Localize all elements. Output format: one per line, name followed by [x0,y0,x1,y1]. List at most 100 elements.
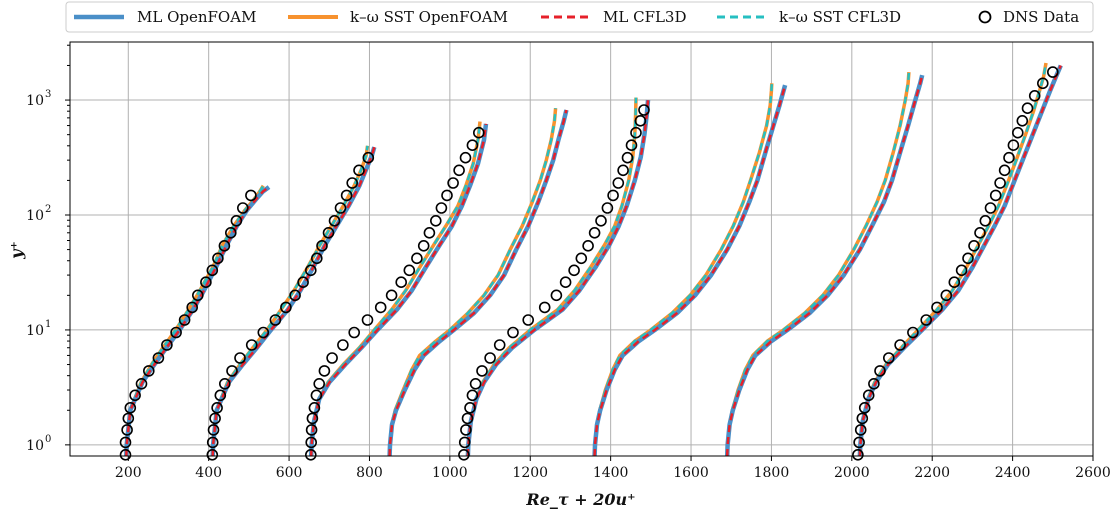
dns-data-point [429,215,442,227]
dns-data-point [989,189,1002,202]
dns-data-point [186,301,198,314]
y-tick-label: 10 [26,323,44,339]
dns-data-point [206,264,219,277]
dns-data-point [353,164,365,177]
x-axis-ticks: 200 400 600 800 1000 1200 1400 1600 1800 2000 2200… [115,456,1111,481]
y-tick-label: 10 [26,93,44,109]
dns-data-point [362,151,375,164]
dns-data-point [374,301,387,314]
dns-data-point [304,448,317,461]
dns-data-point [476,365,488,377]
dns-data-point [634,115,647,127]
dns-data-point [348,326,361,339]
dns-data-point [461,412,474,425]
dns-data-point [206,448,219,461]
dns-data-point [948,276,961,289]
dns-data-point [361,314,374,326]
dns-data-point [200,276,212,289]
dns-data-point [984,202,997,214]
dns-data-point [340,189,353,202]
dns-data-point [411,252,423,265]
dns-data-point [257,326,270,339]
dns-data-point [206,436,219,449]
dns-data-point [135,377,148,390]
dns-data-point [143,365,155,377]
x-tick-label: 200 [115,465,142,481]
x-tick-label: 1000 [432,465,468,481]
dns-data-point [310,389,323,402]
x-tick-label: 1600 [673,465,709,481]
dns-data-point [466,389,479,402]
dns-data-point [322,227,335,239]
dns-data-point [328,215,341,227]
dns-data-point [226,365,238,377]
dns-data-point [225,227,237,239]
dns-data-point [484,352,496,364]
dns-data-point [280,301,292,314]
dns-data-point [403,264,416,277]
dns-data-point [230,215,243,227]
legend: ML OpenFOAM k–ω SST OpenFOAM ML CFL3D k–ω S… [65,1,1094,33]
series-line-ml-cfl3d [858,65,1062,457]
dns-data-point [214,389,227,402]
dns-data-point [1047,66,1059,78]
dns-data-point [472,126,485,139]
dns-data-point [245,189,257,202]
x-tick-label: 1400 [593,465,629,481]
dns-data-point [209,412,221,425]
dns-data-point [458,448,470,461]
dns-data-point [1007,139,1020,151]
dns-data-point [625,139,638,151]
dns-data-point [395,276,408,289]
y-axis-label: y⁺ [7,241,26,260]
dns-data-point [621,151,634,164]
dns-data-point [612,177,625,189]
y-tick-exponent: 3 [45,89,51,100]
dns-data-point [211,401,223,414]
y-tick-exponent: 2 [45,204,51,215]
dns-data-point [337,339,349,351]
dns-data-point [550,289,563,302]
dns-data-point [1016,115,1029,127]
legend-label: ML OpenFOAM [137,8,256,26]
x-axis-label: Re_τ + 20u⁺ [525,490,635,509]
dns-data-point [522,314,535,326]
plot-frame [69,41,1094,457]
legend-label: k–ω SST CFL3D [779,8,901,26]
dns-data-point [994,177,1006,189]
legend-label: ML CFL3D [603,8,687,26]
dns-data-point [493,339,506,351]
dns-data-point [607,189,619,202]
dns-data-point [423,227,436,239]
dns-data-point [306,412,319,425]
dns-data-point [234,352,246,364]
dns-data-point [305,436,318,449]
dns-data-point [326,352,338,364]
dns-data-point [588,227,601,239]
y-tick-label: 10 [26,438,44,454]
x-tick-label: 2600 [1075,465,1111,481]
dns-data-point [385,289,398,302]
dns-data-point [874,365,886,377]
x-tick-label: 2200 [914,465,950,481]
dns-data-point [907,326,919,339]
legend-label: k–ω SST OpenFOAM [350,8,508,26]
y-tick-exponent: 0 [45,434,51,445]
dns-data-point [318,365,331,377]
dns-data-point [152,352,165,364]
dns-data-point [638,104,650,116]
x-tick-label: 2000 [834,465,870,481]
dns-data-point [170,326,182,339]
dns-data-point [1021,102,1034,114]
dns-data-point [297,276,309,289]
dns-data-point [1037,77,1049,90]
dns-data-point [453,164,465,177]
legend-label: DNS Data [1003,8,1079,26]
y-tick-label: 10 [26,208,44,224]
dns-data-point [559,276,572,289]
dns-data-point [940,289,953,302]
dns-data-point [269,314,282,326]
x-tick-label: 400 [195,465,222,481]
x-tick-label: 2400 [995,465,1031,481]
